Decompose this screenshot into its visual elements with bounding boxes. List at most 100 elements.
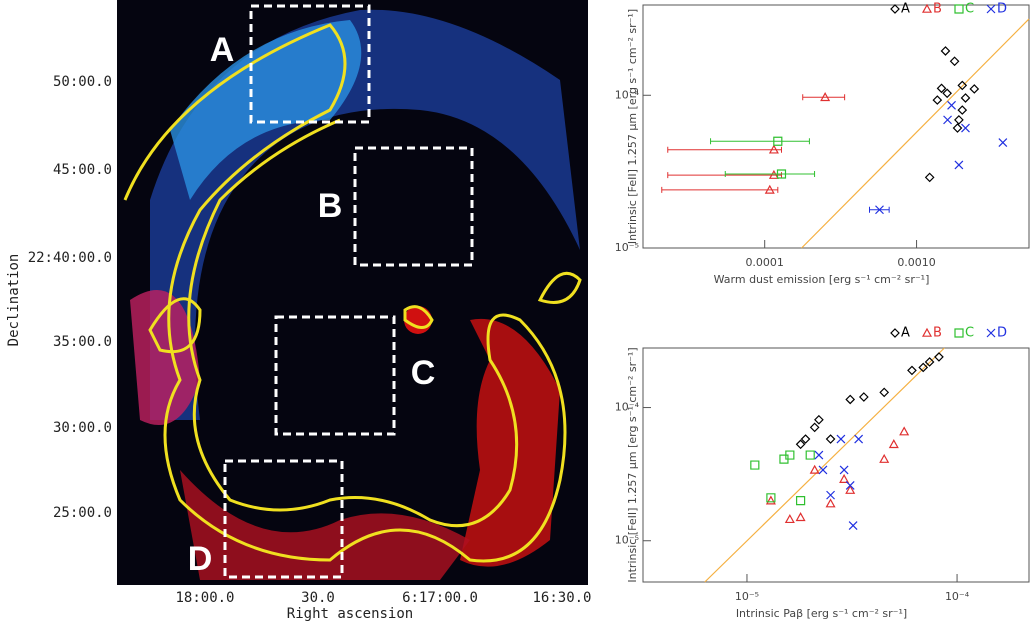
marker xyxy=(854,434,864,444)
y-tick-label: 10⁻⁵ xyxy=(615,241,639,254)
error-bar xyxy=(710,138,810,145)
marker xyxy=(986,4,996,14)
marker xyxy=(766,493,776,503)
marker xyxy=(960,93,971,103)
x-tick-label: 30.0 xyxy=(301,590,335,606)
plot-frame xyxy=(642,4,1030,249)
marker xyxy=(934,352,944,362)
marker xyxy=(773,136,783,146)
marker xyxy=(795,496,806,506)
y-tick-label: 22:40:00.0 xyxy=(28,250,112,266)
cyan-emission xyxy=(170,20,362,200)
marker xyxy=(940,46,951,56)
region-boxes xyxy=(223,4,474,579)
y-tick-label: 10⁻⁴ xyxy=(615,401,640,414)
x-tick-label: 16:30.0 xyxy=(532,590,591,606)
legend-label: A xyxy=(901,2,910,17)
legend-label: A xyxy=(901,326,910,341)
marker xyxy=(918,362,929,373)
magenta-emission xyxy=(130,290,200,425)
legend-label: B xyxy=(933,2,942,17)
region-label: D xyxy=(188,540,213,578)
region-label: B xyxy=(318,187,343,225)
y-tick-label: 50:00.0 xyxy=(53,74,112,90)
y-tick-label: 10⁻⁵ xyxy=(615,534,639,547)
marker xyxy=(961,123,970,133)
marker xyxy=(924,172,935,183)
marker xyxy=(768,169,779,179)
marker xyxy=(879,387,890,398)
marker xyxy=(750,460,760,470)
marker xyxy=(936,83,947,94)
error-bar xyxy=(667,146,782,153)
y-tick-label: 35:00.0 xyxy=(53,334,112,350)
marker xyxy=(779,454,789,464)
x-tick-label: 0.0001 xyxy=(745,256,784,269)
marker xyxy=(768,144,779,154)
y-tick-label: 45:00.0 xyxy=(53,162,112,178)
image-axes: 50:00.0 45:00.0 22:40:00.0 35:00.0 30:00… xyxy=(6,74,592,622)
marker xyxy=(957,80,968,91)
marker xyxy=(942,88,952,99)
marker xyxy=(899,426,910,436)
marker xyxy=(858,392,869,402)
marker xyxy=(921,327,933,337)
x-axis-label: Warm dust emission [erg s⁻¹ cm⁻² sr⁻¹] xyxy=(714,273,930,286)
legend-label: C xyxy=(965,326,974,341)
marker xyxy=(888,439,899,449)
legend-label: C xyxy=(965,2,974,17)
marker xyxy=(814,450,824,460)
marker xyxy=(776,169,787,179)
region-label: C xyxy=(411,354,436,392)
marker xyxy=(818,465,828,475)
red-emission xyxy=(404,306,432,334)
error-bar xyxy=(667,172,782,179)
x-tick-label: 10⁻⁵ xyxy=(735,590,759,603)
x-tick-label: 18:00.0 xyxy=(175,590,234,606)
fit-line xyxy=(801,18,1030,249)
marker xyxy=(890,328,900,338)
marker xyxy=(921,3,933,13)
marker xyxy=(805,450,815,460)
y-axis-label: Declination xyxy=(6,254,22,347)
marker xyxy=(836,434,846,444)
marker xyxy=(969,84,980,94)
y-axis-label: Intrinsic [FeII] 1.257 μm [erg s⁻¹ cm⁻² … xyxy=(626,9,639,244)
marker xyxy=(825,434,836,444)
marker xyxy=(890,4,900,14)
marker xyxy=(820,92,831,102)
marker xyxy=(907,365,917,376)
scatter-plot: 10⁻⁵ 10⁻⁴ 10⁻⁴ 10⁻⁵ Intrinsic Paβ [erg s⁻¹ c… xyxy=(615,326,1030,620)
marker xyxy=(986,328,996,338)
y-axis-label: Intrinsic [FeII] 1.257 μm [erg s⁻¹ cm⁻² … xyxy=(626,347,639,582)
red-emission xyxy=(180,470,470,580)
marker xyxy=(932,95,943,105)
marker xyxy=(954,4,964,14)
sky-image: A B C D xyxy=(117,0,588,585)
marker xyxy=(943,115,952,125)
marker xyxy=(800,434,811,444)
marker xyxy=(952,123,963,133)
marker xyxy=(784,514,795,524)
legend-label: D xyxy=(997,326,1007,341)
marker xyxy=(924,357,935,367)
marker xyxy=(848,521,858,530)
marker xyxy=(845,481,855,490)
marker xyxy=(839,473,850,483)
region-label: A xyxy=(210,31,235,69)
marker xyxy=(998,138,1008,148)
y-tick-label: 25:00.0 xyxy=(53,505,112,521)
marker xyxy=(825,498,836,508)
marker xyxy=(875,205,884,215)
marker xyxy=(957,105,968,115)
fit-line xyxy=(704,347,945,583)
y-tick-label: 10⁻⁴ xyxy=(615,88,640,101)
contours xyxy=(123,23,582,563)
error-bar xyxy=(724,171,816,178)
error-bar xyxy=(802,94,846,101)
legend-label: D xyxy=(997,2,1007,17)
y-tick-label: 30:00.0 xyxy=(53,420,112,436)
marker xyxy=(947,100,956,110)
